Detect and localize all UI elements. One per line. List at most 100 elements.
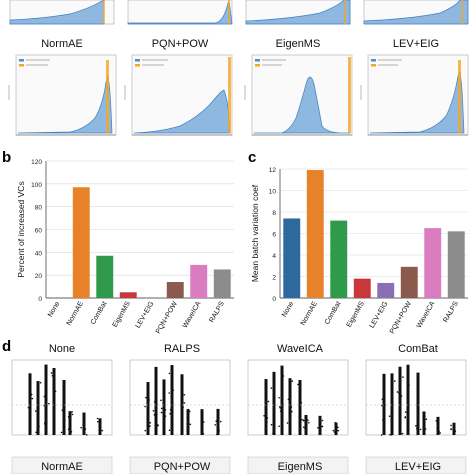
data-point: [299, 390, 302, 393]
data-point: [438, 432, 441, 434]
x-tick-label: RALPS: [442, 300, 460, 324]
data-point: [48, 402, 50, 405]
panel-a-row1: [8, 54, 469, 136]
point-cluster: [334, 422, 338, 435]
x-tick-label: EigenMS: [112, 300, 132, 328]
data-point: [264, 384, 267, 386]
data-point: [160, 411, 163, 414]
bar-eigenms: [353, 278, 371, 298]
data-point: [200, 422, 203, 424]
data-point: [188, 410, 191, 413]
data-point: [304, 427, 306, 430]
data-point: [152, 409, 155, 412]
data-point: [82, 418, 85, 421]
data-point: [438, 430, 440, 433]
point-cluster: [398, 366, 402, 435]
x-tick-label: WaveICA: [182, 300, 203, 329]
data-point: [188, 412, 190, 415]
data-point: [180, 426, 183, 429]
data-point: [300, 418, 303, 421]
bar-combat: [330, 220, 348, 298]
subplot-title: PQN+POW: [154, 461, 211, 473]
data-point: [148, 399, 150, 401]
legend-swatch: [19, 64, 24, 67]
data-point: [63, 410, 65, 412]
point-cluster: [154, 366, 158, 435]
data-point: [35, 431, 37, 434]
data-point: [62, 396, 65, 399]
data-point: [201, 417, 204, 419]
data-point: [215, 420, 218, 423]
data-point: [402, 376, 404, 378]
data-point: [398, 413, 401, 416]
bar-ralps: [447, 231, 465, 298]
data-point: [301, 419, 304, 421]
y-tick-label: 20: [35, 273, 43, 280]
data-point: [168, 429, 171, 432]
data-point: [407, 396, 409, 399]
data-point: [149, 422, 152, 424]
density-curve: [369, 70, 465, 134]
x-tick-label: LEV+EIG: [135, 301, 156, 330]
data-point: [266, 421, 268, 423]
density-curve: [245, 0, 351, 25]
data-point: [38, 425, 40, 428]
data-point: [400, 395, 403, 397]
data-point: [96, 417, 99, 420]
data-point: [149, 425, 151, 427]
x-tick-label: NormAE: [66, 300, 85, 327]
data-point: [435, 420, 438, 422]
data-point: [437, 426, 439, 429]
y-tick-label: 60: [35, 228, 43, 235]
data-point: [189, 423, 192, 426]
data-point: [291, 410, 293, 413]
data-point: [272, 401, 275, 404]
data-point: [450, 428, 452, 430]
data-point: [187, 416, 189, 418]
data-point: [153, 414, 156, 416]
data-point: [52, 410, 54, 413]
legend-swatch: [19, 59, 24, 62]
y-tick-label: 80: [35, 205, 43, 212]
subplot-title: EigenMS: [278, 461, 323, 473]
reference-band: [228, 57, 231, 133]
manhattan-plot-frame: [129, 456, 231, 474]
data-point: [302, 419, 305, 422]
manhattan-plot-frame: [247, 456, 349, 474]
data-point: [98, 419, 101, 422]
data-point: [44, 423, 46, 425]
x-tick-label: PQN+POW: [155, 300, 179, 335]
data-point: [202, 421, 205, 423]
data-point: [29, 429, 31, 431]
reference-band: [106, 60, 109, 133]
data-point: [200, 411, 203, 413]
bar-pqn-pow: [166, 282, 184, 298]
subplot-title: None: [49, 343, 75, 355]
data-point: [436, 420, 439, 423]
point-cluster: [390, 373, 394, 435]
data-point: [29, 427, 32, 429]
data-point: [307, 419, 309, 421]
point-cluster: [170, 365, 174, 435]
point-cluster: [264, 379, 268, 435]
point-cluster: [52, 368, 56, 435]
data-point: [156, 424, 159, 427]
data-point: [51, 374, 54, 377]
subplot-title: WaveICA: [277, 343, 324, 355]
data-point: [300, 401, 303, 404]
data-point: [305, 422, 308, 425]
bar-combat: [96, 255, 114, 298]
data-point: [404, 416, 407, 418]
data-point: [422, 428, 425, 430]
legend-swatch: [371, 64, 376, 67]
data-point: [388, 415, 391, 417]
data-point: [384, 404, 386, 406]
data-point: [263, 414, 265, 417]
y-tick-label: 0: [38, 296, 42, 303]
data-point: [321, 419, 324, 422]
bar-chart-c: 0 2 4 6 8 10 12 Mean batch variation coef None No…: [250, 167, 468, 335]
data-point: [153, 400, 156, 403]
data-point: [264, 387, 267, 390]
x-tick-label: LEV+EIG: [369, 301, 390, 330]
data-point: [186, 432, 189, 434]
